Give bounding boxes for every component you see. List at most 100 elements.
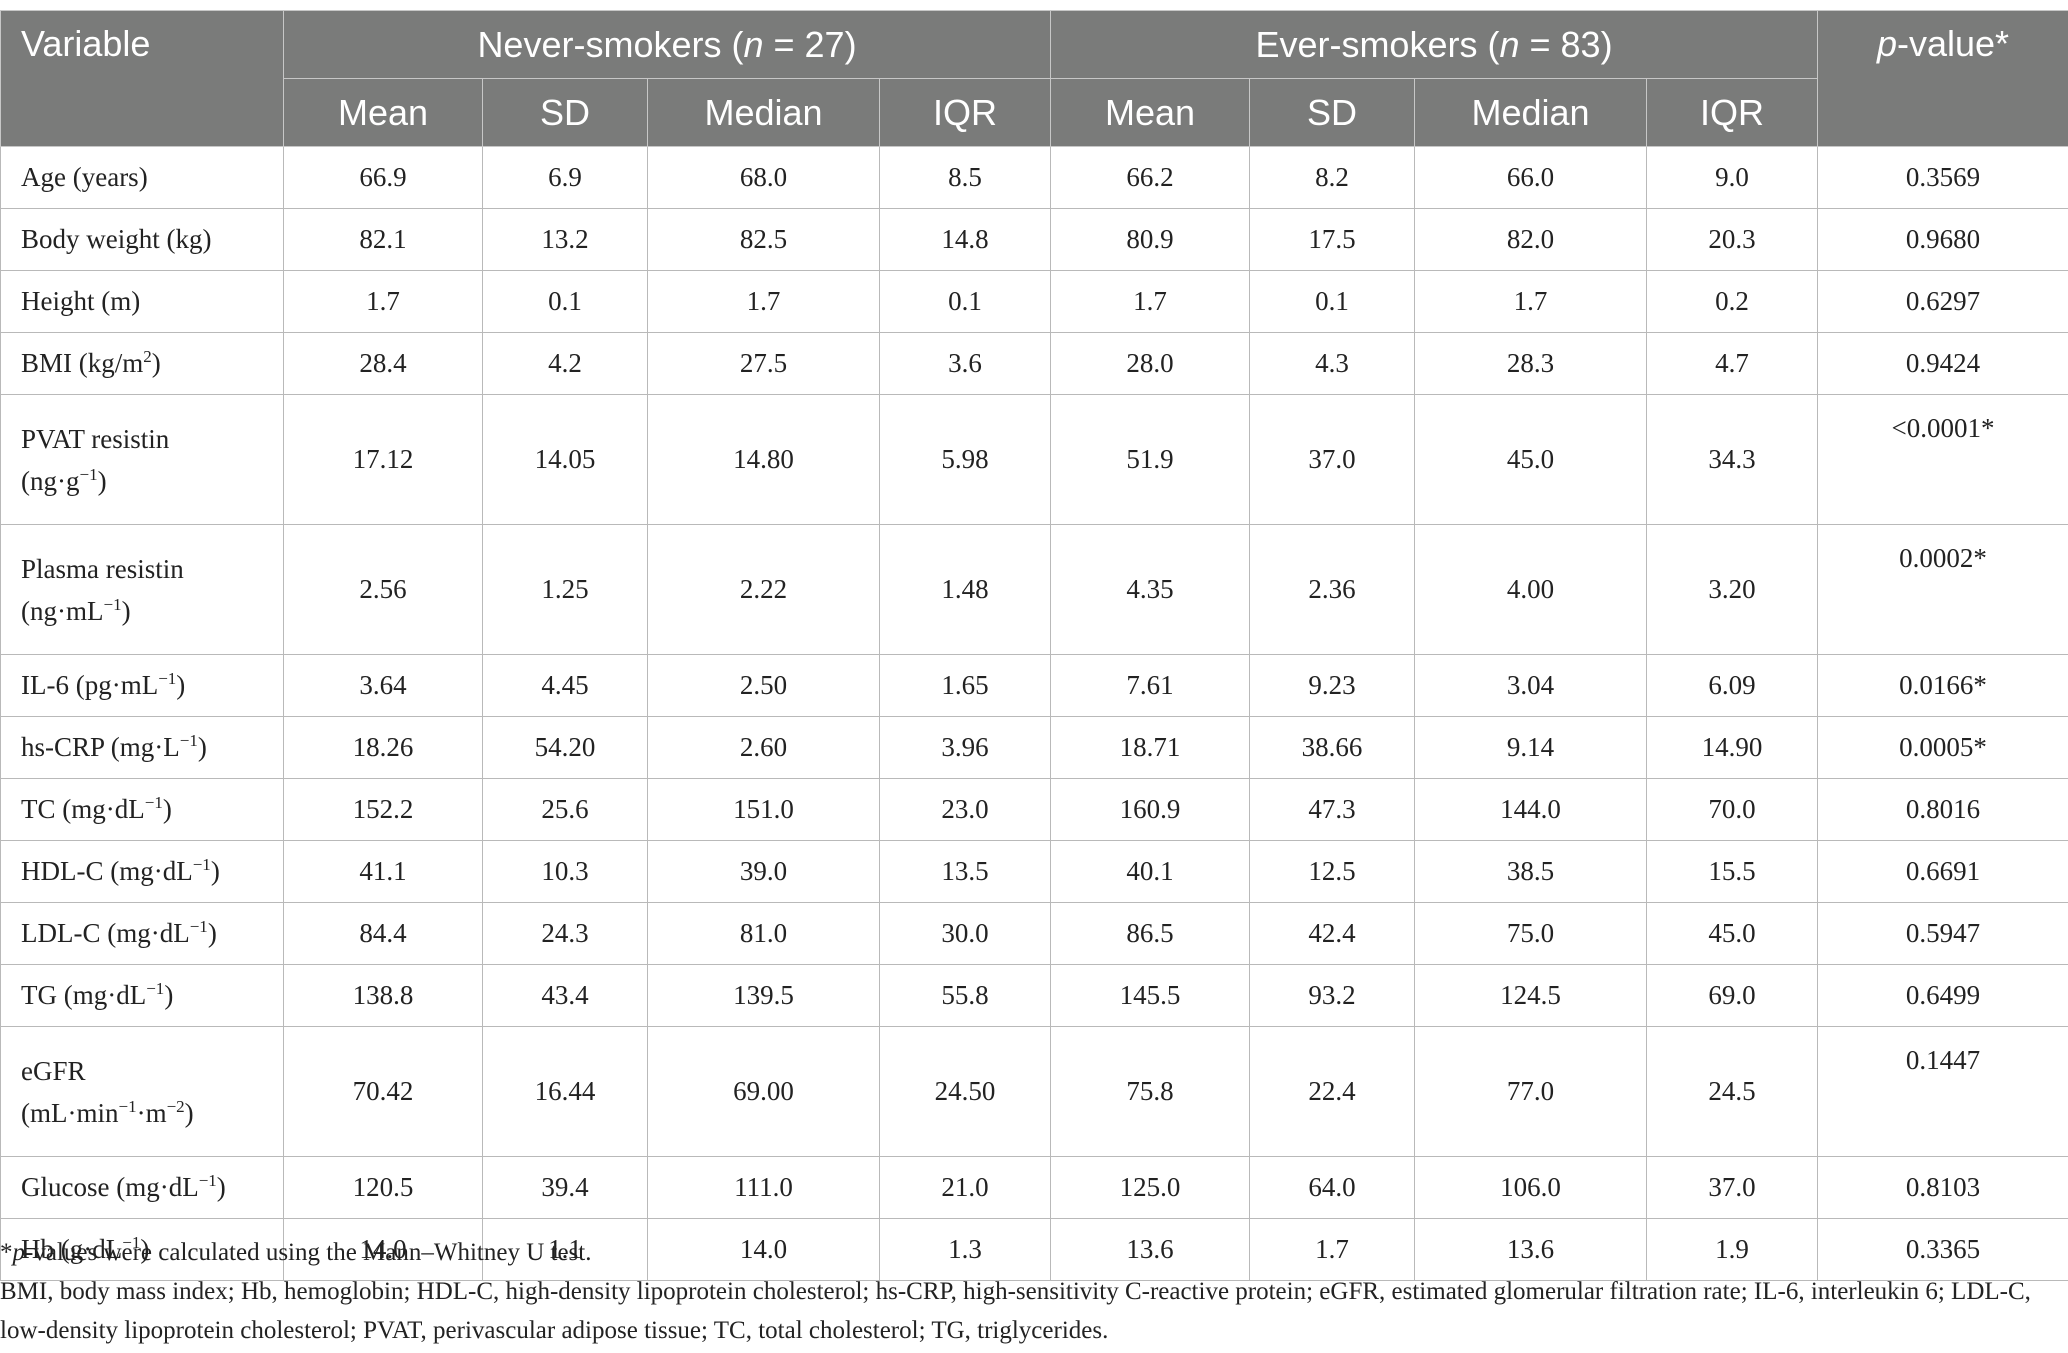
never-mean-cell: 18.26 (283, 716, 483, 779)
ever-median-cell: 82.0 (1414, 208, 1647, 271)
variable-name: HDL-C (mg·dL (21, 856, 193, 886)
table-row: Age (years) 66.9 6.9 68.0 8.5 66.2 8.2 66.0 9.0 0… (0, 146, 2068, 209)
never-prefix: Never-smokers ( (477, 23, 744, 65)
note-abbreviations: BMI, body mass index; Hb, hemoglobin; HD… (0, 1278, 2031, 1344)
subheader-ever-iqr: IQR (1646, 78, 1818, 147)
never-iqr-cell: 1.65 (879, 654, 1051, 717)
table-row: PVAT resistin (ng·g−1) 17.12 14.05 14.80 5.98… (0, 394, 2068, 525)
variable-unit-a: (mL·min (21, 1097, 119, 1128)
variable-unit-sup: −1 (118, 1096, 137, 1116)
ever-median-cell: 106.0 (1414, 1156, 1647, 1219)
ever-iqr-cell: 45.0 (1646, 902, 1818, 965)
variable-sup: −1 (192, 855, 211, 874)
variable-cell: PVAT resistin (ng·g−1) (0, 394, 284, 525)
ever-mean-cell: 13.6 (1050, 1218, 1250, 1281)
never-median-cell: 68.0 (647, 146, 880, 209)
never-median-cell: 1.7 (647, 270, 880, 333)
variable-close: ) (197, 732, 207, 762)
header-variable-label: Variable (21, 23, 151, 64)
variable-unit-sup: −1 (79, 464, 98, 484)
ever-median-cell: 3.04 (1414, 654, 1647, 717)
table-wrapper: Variable Never-smokers (n = 27) Ever-smo… (0, 10, 2068, 1281)
ever-mean-cell: 75.8 (1050, 1026, 1250, 1157)
pvalue-cell: 0.6297 (1817, 270, 2068, 333)
variable-cell: Plasma resistin (ng·mL−1) (0, 524, 284, 655)
variable-unit-sup: −1 (103, 594, 122, 614)
never-mean-cell: 84.4 (283, 902, 483, 965)
variable-close: ) (162, 794, 172, 824)
pvalue-cell: 0.6691 (1817, 840, 2068, 903)
variable-name: Glucose (mg·dL (21, 1172, 199, 1202)
never-median-cell: 111.0 (647, 1156, 880, 1219)
variable-close: ) (210, 856, 220, 886)
never-suffix: = 27) (763, 23, 857, 65)
never-median-cell: 2.22 (647, 524, 880, 655)
variable-sup: 2 (143, 347, 152, 366)
variable-name: TC (mg·dL (21, 794, 145, 824)
ever-n: n (1499, 23, 1520, 65)
note-p: p (12, 1239, 26, 1266)
variable-line1: PVAT resistin (21, 423, 170, 454)
header-ever-smokers: Ever-smokers (n = 83) (1050, 10, 1818, 79)
ever-iqr-cell: 69.0 (1646, 964, 1818, 1027)
variable-unit-b: ) (121, 595, 131, 626)
ever-median-cell: 9.14 (1414, 716, 1647, 779)
ever-sd-cell: 17.5 (1249, 208, 1415, 271)
table-row: Hb (g·dL−1) 14.0 1.1 14.0 1.3 13.6 1.7 13.6 1.9 0… (0, 1218, 2068, 1281)
variable-cell: eGFR (mL·min−1·m−2) (0, 1026, 284, 1157)
never-mean-cell: 14.0 (283, 1218, 483, 1281)
variable-name: Age (years) (21, 162, 148, 192)
ever-iqr-cell: 14.90 (1646, 716, 1818, 779)
ever-mean-cell: 40.1 (1050, 840, 1250, 903)
never-sd-cell: 6.9 (482, 146, 648, 209)
ever-iqr-cell: 37.0 (1646, 1156, 1818, 1219)
never-iqr-cell: 14.8 (879, 208, 1051, 271)
subheader-ever-median: Median (1414, 78, 1647, 147)
variable-close: ) (216, 1172, 226, 1202)
never-iqr-cell: 5.98 (879, 394, 1051, 525)
pvalue-cell: 0.9680 (1817, 208, 2068, 271)
ever-sd-cell: 9.23 (1249, 654, 1415, 717)
variable-name: IL-6 (pg·mL (21, 670, 159, 700)
never-mean-cell: 138.8 (283, 964, 483, 1027)
ever-mean-cell: 145.5 (1050, 964, 1250, 1027)
never-mean-cell: 120.5 (283, 1156, 483, 1219)
never-sd-cell: 24.3 (482, 902, 648, 965)
pvalue-cell: 0.3365 (1817, 1218, 2068, 1281)
never-sd-cell: 54.20 (482, 716, 648, 779)
pvalue-cell: 0.9424 (1817, 332, 2068, 395)
ever-sd-cell: 4.3 (1249, 332, 1415, 395)
variable-sup: −1 (189, 917, 208, 936)
never-sd-cell: 25.6 (482, 778, 648, 841)
ever-sd-cell: 22.4 (1249, 1026, 1415, 1157)
table-row: Height (m) 1.7 0.1 1.7 0.1 1.7 0.1 1.7 0.2 0.6297 (0, 270, 2068, 333)
never-iqr-cell: 0.1 (879, 270, 1051, 333)
header-variable: Variable (0, 10, 284, 147)
ever-sd-cell: 8.2 (1249, 146, 1415, 209)
ever-sd-cell: 47.3 (1249, 778, 1415, 841)
variable-sup: −1 (179, 731, 198, 750)
pvalue-cell: 0.1447 (1817, 1026, 2068, 1157)
ever-sd-cell: 37.0 (1249, 394, 1415, 525)
never-mean-cell: 2.56 (283, 524, 483, 655)
ever-median-cell: 66.0 (1414, 146, 1647, 209)
variable-name: BMI (kg/m (21, 348, 144, 378)
ever-sd-cell: 93.2 (1249, 964, 1415, 1027)
table-row: TG (mg·dL−1) 138.8 43.4 139.5 55.8 145.5 93.2 1… (0, 964, 2068, 1027)
never-median-cell: 27.5 (647, 332, 880, 395)
never-iqr-cell: 24.50 (879, 1026, 1051, 1157)
never-iqr-cell: 3.6 (879, 332, 1051, 395)
header-never-smokers: Never-smokers (n = 27) (283, 10, 1051, 79)
pvalue-cell: 0.6499 (1817, 964, 2068, 1027)
ever-iqr-cell: 34.3 (1646, 394, 1818, 525)
never-sd-cell: 0.1 (482, 270, 648, 333)
variable-name: hs-CRP (mg·L (21, 732, 180, 762)
never-mean-cell: 28.4 (283, 332, 483, 395)
variable-name: Hb (g·dL (21, 1234, 123, 1264)
table-row: HDL-C (mg·dL−1) 41.1 10.3 39.0 13.5 40.1 12.5 3… (0, 840, 2068, 903)
never-median-cell: 14.0 (647, 1218, 880, 1281)
variable-line1: Plasma resistin (21, 553, 184, 584)
ever-median-cell: 144.0 (1414, 778, 1647, 841)
variable-sup: −1 (146, 979, 165, 998)
variable-cell: LDL-C (mg·dL−1) (0, 902, 284, 965)
